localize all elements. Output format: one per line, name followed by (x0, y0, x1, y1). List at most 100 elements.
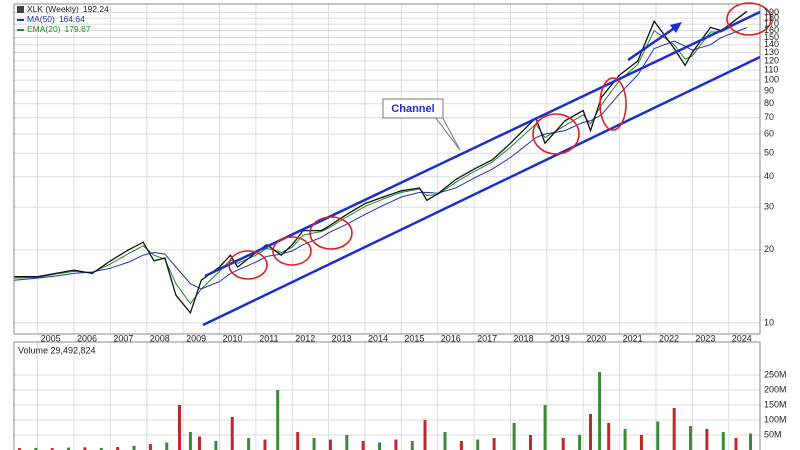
legend-entry: EMA(20) 179.67 (27, 24, 91, 34)
highlight-circles (228, 2, 772, 280)
volume-bar (410, 441, 414, 450)
volume-bar (589, 414, 593, 450)
volume-bar (656, 421, 660, 450)
volume-bar (263, 439, 267, 450)
volume-bar (230, 417, 234, 450)
volume-bar (721, 432, 725, 450)
volume-bar (328, 439, 332, 450)
price-line (14, 10, 748, 315)
y-tick-label: 150M (764, 399, 787, 409)
x-tick-label: 2015 (404, 333, 424, 343)
y-tick-label: 80 (764, 98, 774, 108)
y-tick-label: 250M (764, 369, 787, 379)
volume-bar (177, 405, 181, 450)
legend-swatch (17, 29, 24, 31)
volume-bar (67, 447, 71, 450)
circle (599, 77, 627, 131)
marks (13, 10, 753, 450)
y-tick-label: 170 (764, 19, 779, 29)
circle (272, 236, 312, 266)
x-tick-label: 2020 (586, 333, 606, 343)
arrow-head (670, 22, 682, 33)
price-panel (13, 3, 761, 335)
volume-bar (188, 432, 192, 450)
y-tick-label: 180 (764, 13, 779, 23)
x-tick-label: 2005 (41, 333, 61, 343)
x-tick-label: 2022 (659, 333, 679, 343)
volume-bar (296, 432, 300, 450)
average-line (13, 27, 748, 290)
volume-bar (705, 429, 709, 450)
y-tick-label: 50 (764, 148, 774, 158)
channel (202, 10, 761, 327)
legend-swatch (17, 19, 24, 21)
legend-name: MA(50) (27, 14, 55, 24)
channel-upper (204, 10, 761, 278)
y-tick-label: 60 (764, 128, 774, 138)
y-tick-label: 40 (764, 171, 774, 181)
volume-bar (116, 447, 120, 450)
x-tick-label: 2009 (186, 333, 206, 343)
trend-arrow (627, 25, 677, 62)
x-tick-label: 2007 (113, 333, 133, 343)
circle (228, 250, 268, 280)
y-tick-label: 200M (764, 384, 787, 394)
x-tick-label: 2013 (332, 333, 352, 343)
circle (532, 113, 580, 155)
y-tick-label: 50M (764, 429, 782, 439)
y-tick-label: 10 (764, 317, 774, 327)
channel-lower (202, 55, 761, 327)
x-tick-label: 2024 (732, 333, 752, 343)
annotation-text: Channel (391, 103, 434, 115)
x-tick-label: 2016 (441, 333, 461, 343)
legend-entry: MA(50) 164.64 (27, 14, 85, 24)
volume-bar (623, 429, 627, 450)
volume-bar (214, 441, 218, 450)
legend-entry: XLK (Weekly) 192.24 (27, 4, 109, 14)
volume-bar (528, 435, 532, 450)
circle (309, 216, 353, 250)
y-tick-label: 70 (764, 112, 774, 122)
volume-bar (34, 447, 38, 450)
volume-bar (50, 448, 54, 450)
volume-bar (476, 439, 480, 450)
callout-box (382, 98, 444, 119)
volume-bar (276, 390, 280, 450)
volume-bar (247, 438, 251, 450)
volume-bar (561, 438, 565, 450)
y-tick-label: 30 (764, 201, 774, 211)
volume-bar (361, 441, 365, 450)
y-tick-label: 160 (764, 25, 779, 35)
volume-bar (689, 426, 693, 450)
y-tick-label: 140 (764, 39, 779, 49)
legend-name: EMA(20) (27, 24, 61, 34)
volume-bar (17, 448, 21, 450)
volume-bar (639, 435, 643, 450)
x-tick-label: 2019 (550, 333, 570, 343)
volume-panel (13, 341, 761, 450)
legend-value: 164.64 (59, 14, 85, 24)
volume-bar (197, 436, 201, 450)
y-tick-label: 190 (764, 7, 779, 17)
volume-bar (492, 438, 496, 450)
volume-bar (312, 438, 316, 450)
volume-bar (378, 442, 382, 450)
y-tick-label: 120 (764, 55, 779, 65)
volume-bar (607, 423, 611, 450)
x-tick-label: 2012 (295, 333, 315, 343)
legend-value: 192.24 (83, 4, 109, 14)
volume-bar (749, 433, 753, 450)
x-tick-label: 2017 (477, 333, 497, 343)
x-tick-label: 2021 (623, 333, 643, 343)
legend-value: 179.67 (65, 24, 91, 34)
volume-bar (132, 445, 136, 450)
x-tick-label: 2010 (222, 333, 242, 343)
x-tick-label: 2006 (77, 333, 97, 343)
volume-bar (423, 420, 427, 450)
average-line (13, 17, 748, 305)
circle (726, 2, 772, 36)
volume-bar (598, 372, 602, 450)
x-tick-label: 2011 (259, 333, 278, 343)
